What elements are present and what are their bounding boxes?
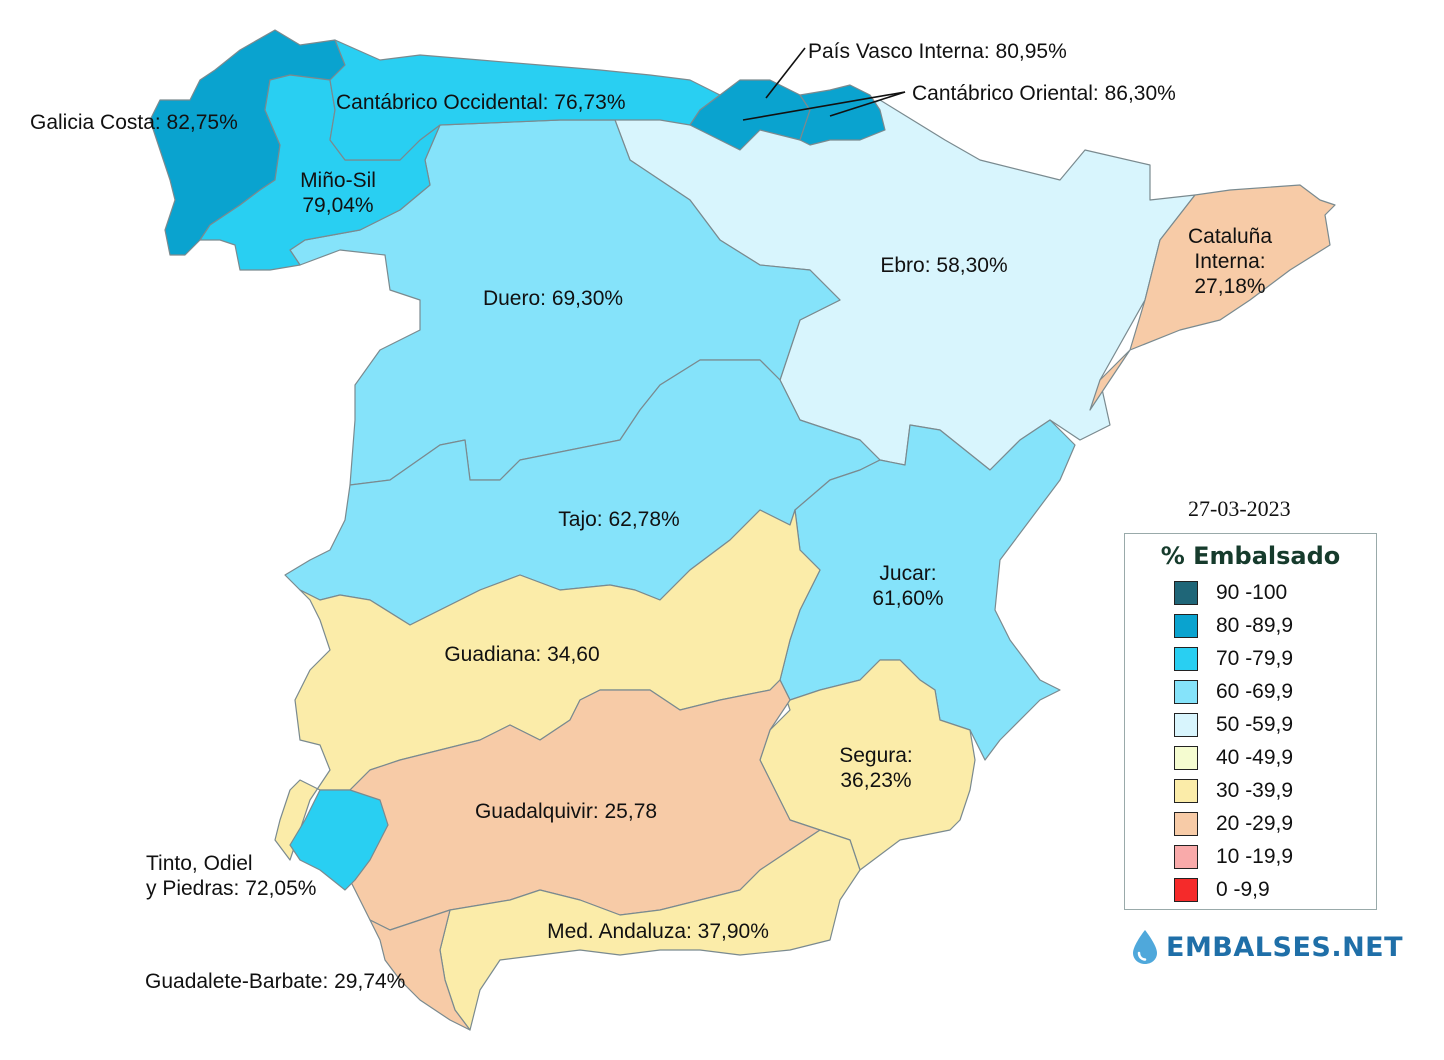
legend-label: 80 -89,9 xyxy=(1216,614,1294,637)
legend-label: 40 -49,9 xyxy=(1216,746,1294,769)
brand-logo[interactable]: EMBALSES.NET xyxy=(1130,928,1403,966)
label-line: Guadiana: 34,60 xyxy=(444,643,599,666)
label-tajo: Tajo: 62,78% xyxy=(558,508,679,531)
leader-line-pais-vasco xyxy=(765,47,806,99)
legend-item: 0 -9,9 xyxy=(1174,877,1270,903)
basin-labels: Galicia Costa: 82,75% Cantábrico Occiden… xyxy=(30,40,1272,993)
label-line: Segura: xyxy=(839,744,913,767)
legend-label: 50 -59,9 xyxy=(1216,713,1294,736)
basin-tinto-odiel-piedras[interactable] xyxy=(289,789,389,891)
legend: % Embalsado 90 -100 80 -89,9 70 -79,9 60 -6… xyxy=(1124,533,1377,910)
label-line: Guadalete-Barbate: 29,74% xyxy=(145,970,405,993)
label-line: Cataluña xyxy=(1188,225,1272,248)
basin-cantabrico-occidental[interactable] xyxy=(329,39,721,161)
label-line: Interna: xyxy=(1194,250,1265,273)
legend-item: 40 -49,9 xyxy=(1174,745,1293,771)
label-med-andaluza: Med. Andaluza: 37,90% xyxy=(547,920,769,943)
basin-pais-vasco-interna[interactable] xyxy=(689,79,811,151)
legend-swatch xyxy=(1174,614,1198,638)
legend-swatch xyxy=(1174,779,1198,803)
label-pais-vasco-interna: País Vasco Interna: 80,95% xyxy=(808,40,1067,63)
basin-cantabrico-oriental[interactable] xyxy=(799,84,886,146)
brand-name: EMBALSES.NET xyxy=(1166,931,1404,963)
label-line: y Piedras: 72,05% xyxy=(146,877,316,900)
label-line: Duero: 69,30% xyxy=(483,287,623,310)
legend-item: 30 -39,9 xyxy=(1174,778,1293,804)
leader-line-cantabrico-oriental-1 xyxy=(742,91,906,121)
legend-swatch xyxy=(1174,647,1198,671)
label-line: Tajo: 62,78% xyxy=(558,508,679,531)
label-segura: Segura: 36,23% xyxy=(839,744,913,792)
label-line: Guadalquivir: 25,78 xyxy=(475,800,657,823)
map-date: 27-03-2023 xyxy=(1188,496,1291,521)
legend-swatch xyxy=(1174,581,1198,605)
label-cantabrico-occidental: Cantábrico Occidental: 76,73% xyxy=(336,91,626,114)
water-drop-icon xyxy=(1133,930,1157,964)
label-line: Med. Andaluza: 37,90% xyxy=(547,920,769,943)
legend-item: 50 -59,9 xyxy=(1174,712,1293,738)
label-duero: Duero: 69,30% xyxy=(483,287,623,310)
legend-label: 90 -100 xyxy=(1216,581,1288,604)
label-line: 36,23% xyxy=(840,769,911,792)
basin-med-andaluza[interactable] xyxy=(439,829,861,1031)
legend-swatch xyxy=(1174,845,1198,869)
label-line: 79,04% xyxy=(302,194,373,217)
legend-label: 20 -29,9 xyxy=(1216,812,1294,835)
label-line: Tinto, Odiel xyxy=(146,852,253,875)
legend-label: 30 -39,9 xyxy=(1216,779,1294,802)
label-line: Miño-Sil xyxy=(300,169,376,192)
label-line: Galicia Costa: 82,75% xyxy=(30,111,238,134)
label-line: Jucar: xyxy=(879,562,936,585)
legend-swatch xyxy=(1174,746,1198,770)
label-guadiana: Guadiana: 34,60 xyxy=(444,643,599,666)
leader-line-cantabrico-oriental-2 xyxy=(829,91,906,117)
legend-item: 10 -19,9 xyxy=(1174,844,1293,870)
basin-cataluna-interna[interactable] xyxy=(1089,184,1336,411)
label-cantabrico-oriental: Cantábrico Oriental: 86,30% xyxy=(912,82,1176,105)
legend-item: 80 -89,9 xyxy=(1174,613,1293,639)
legend-item: 70 -79,9 xyxy=(1174,646,1293,672)
label-ebro: Ebro: 58,30% xyxy=(880,254,1007,277)
legend-item: 60 -69,9 xyxy=(1174,679,1293,705)
legend-swatch xyxy=(1174,812,1198,836)
legend-label: 0 -9,9 xyxy=(1216,878,1270,901)
label-line: País Vasco Interna: 80,95% xyxy=(808,40,1067,63)
label-line: Cantábrico Occidental: 76,73% xyxy=(336,91,626,114)
label-line: Ebro: 58,30% xyxy=(880,254,1007,277)
basin-guadalete-barbate[interactable] xyxy=(369,909,471,1031)
label-mino-sil: Miño-Sil 79,04% xyxy=(300,169,376,217)
legend-swatch xyxy=(1174,680,1198,704)
label-guadalquivir: Guadalquivir: 25,78 xyxy=(475,800,657,823)
label-line: 61,60% xyxy=(872,587,943,610)
legend-label: 10 -19,9 xyxy=(1216,845,1294,868)
legend-swatch xyxy=(1174,878,1198,902)
label-tinto-odiel-piedras: Tinto, Odiel y Piedras: 72,05% xyxy=(146,852,316,900)
legend-label: 60 -69,9 xyxy=(1216,680,1294,703)
label-guadalete-barbate: Guadalete-Barbate: 29,74% xyxy=(145,970,405,993)
legend-title: % Embalsado xyxy=(1160,542,1341,570)
label-cataluna-interna: Cataluña Interna: 27,18% xyxy=(1188,225,1272,298)
legend-swatch xyxy=(1174,713,1198,737)
legend-item: 90 -100 xyxy=(1174,580,1287,606)
label-line: 27,18% xyxy=(1194,275,1265,298)
legend-label: 70 -79,9 xyxy=(1216,647,1294,670)
label-jucar: Jucar: 61,60% xyxy=(872,562,943,610)
label-line: Cantábrico Oriental: 86,30% xyxy=(912,82,1176,105)
label-galicia-costa: Galicia Costa: 82,75% xyxy=(30,111,238,134)
legend-item: 20 -29,9 xyxy=(1174,811,1293,837)
